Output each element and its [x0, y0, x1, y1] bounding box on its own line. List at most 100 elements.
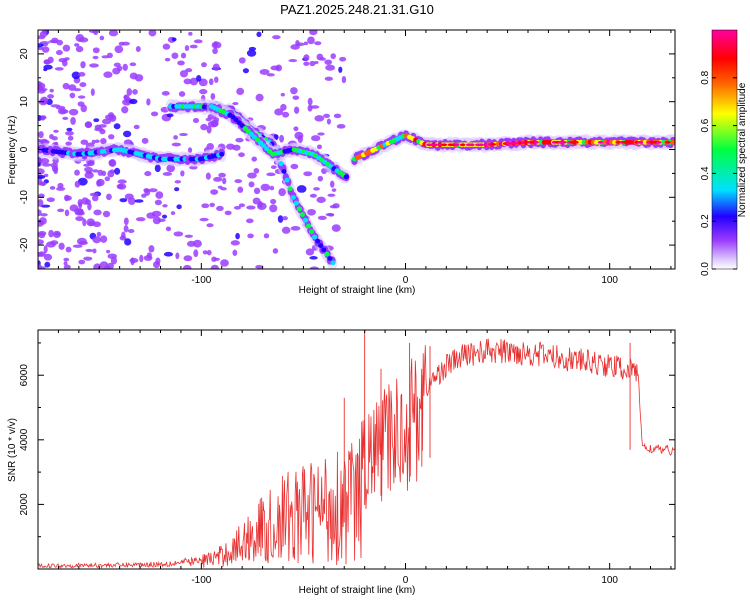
- ridge-core: [308, 229, 315, 235]
- chart-title: PAZ1.2025.248.21.31.G10: [280, 2, 434, 17]
- noise-blob: [330, 53, 336, 60]
- ridge-core: [302, 217, 309, 223]
- noise-blob: [326, 118, 331, 125]
- noise-blob: [214, 257, 220, 261]
- spectrogram-x-axis-label: Height of straight line (km): [299, 285, 416, 296]
- ridge-core: [287, 186, 293, 192]
- noise-blob: [101, 170, 107, 177]
- colorbar-gradient: [712, 30, 737, 269]
- noise-blob: [333, 113, 342, 119]
- noise-blob: [71, 71, 81, 80]
- noise-blob: [328, 213, 335, 217]
- ridge-core: [293, 200, 299, 206]
- ridge-peak: [511, 141, 518, 145]
- noise-blob: [173, 231, 184, 237]
- spectrogram-marks: [38, 30, 675, 269]
- noise-blob: [84, 171, 94, 179]
- noise-blob: [272, 35, 281, 40]
- noise-blob: [72, 244, 83, 248]
- noise-blob: [85, 121, 93, 128]
- noise-blob: [303, 41, 308, 46]
- noise-blob: [76, 208, 84, 216]
- noise-blob: [263, 233, 270, 239]
- noise-blob: [201, 62, 207, 68]
- snr-frame: [37, 329, 676, 570]
- noise-blob: [309, 60, 316, 67]
- noise-blob: [336, 124, 346, 129]
- noise-blob: [274, 108, 284, 116]
- noise-blob: [93, 209, 102, 216]
- noise-blob: [309, 256, 318, 260]
- noise-blob: [170, 211, 176, 216]
- noise-blob: [309, 30, 318, 36]
- noise-blob: [75, 216, 84, 222]
- noise-blob: [259, 68, 270, 75]
- noise-blob: [107, 170, 115, 178]
- noise-blob: [309, 266, 320, 269]
- noise-blob: [208, 78, 214, 86]
- noise-blob: [69, 204, 79, 212]
- noise-blob: [82, 218, 87, 227]
- noise-blob: [143, 255, 153, 261]
- noise-blob: [110, 256, 118, 265]
- ridge-core: [330, 260, 336, 266]
- noise-blob: [58, 242, 65, 250]
- noise-blob: [62, 44, 71, 52]
- noise-blob: [121, 106, 129, 114]
- noise-blob: [152, 261, 161, 269]
- noise-blob: [260, 183, 271, 192]
- noise-blob: [116, 183, 124, 190]
- noise-blob: [180, 52, 187, 59]
- noise-blob: [256, 202, 267, 210]
- noise-blob: [220, 187, 227, 191]
- noise-blob: [218, 172, 226, 178]
- noise-blob: [123, 94, 130, 101]
- noise-blob: [162, 204, 168, 208]
- noise-blob: [48, 229, 54, 238]
- noise-blob: [41, 163, 52, 167]
- colorbar-ticks: 0.0 0.2 0.4 0.6 0.8: [700, 70, 737, 276]
- noise-blob: [202, 250, 208, 255]
- noise-blob: [38, 251, 44, 257]
- noise-blob: [127, 228, 135, 233]
- ridge-peak: [637, 140, 644, 144]
- noise-blob: [201, 203, 210, 209]
- noise-blob: [251, 156, 258, 162]
- noise-blob: [102, 210, 111, 218]
- noise-blob: [57, 208, 65, 213]
- noise-blob: [162, 214, 168, 219]
- noise-blob: [93, 118, 100, 123]
- noise-blob: [185, 68, 193, 73]
- noise-blob: [314, 41, 322, 46]
- y-tick-label: 20: [19, 48, 30, 60]
- noise-blob: [179, 70, 188, 78]
- noise-blob: [269, 204, 278, 213]
- ridge-peak: [469, 143, 475, 147]
- noise-blob: [123, 225, 129, 233]
- noise-blob: [307, 36, 315, 45]
- ridge-core: [284, 177, 290, 183]
- noise-blob: [101, 118, 112, 125]
- noise-blob: [246, 49, 257, 57]
- noise-blob: [206, 223, 214, 228]
- noise-blob: [324, 76, 333, 81]
- noise-blob: [196, 75, 202, 82]
- noise-blob: [232, 144, 241, 151]
- noise-blob: [266, 172, 276, 177]
- noise-blob: [90, 88, 95, 96]
- spectrogram-y-axis-label: Frequency (Hz): [7, 116, 18, 185]
- noise-blob: [49, 88, 54, 93]
- colorbar-tick-label: 0.2: [700, 214, 711, 228]
- noise-blob: [279, 134, 284, 143]
- noise-blob: [77, 198, 83, 207]
- noise-blob: [148, 245, 155, 253]
- noise-blob: [200, 123, 208, 131]
- noise-blob: [174, 180, 182, 184]
- ridge-peak: [655, 140, 662, 144]
- noise-blob: [266, 73, 275, 77]
- ridge-core: [219, 151, 225, 157]
- noise-blob: [78, 72, 86, 77]
- noise-blob: [317, 215, 327, 221]
- noise-blob: [46, 197, 55, 203]
- noise-blob: [293, 106, 300, 114]
